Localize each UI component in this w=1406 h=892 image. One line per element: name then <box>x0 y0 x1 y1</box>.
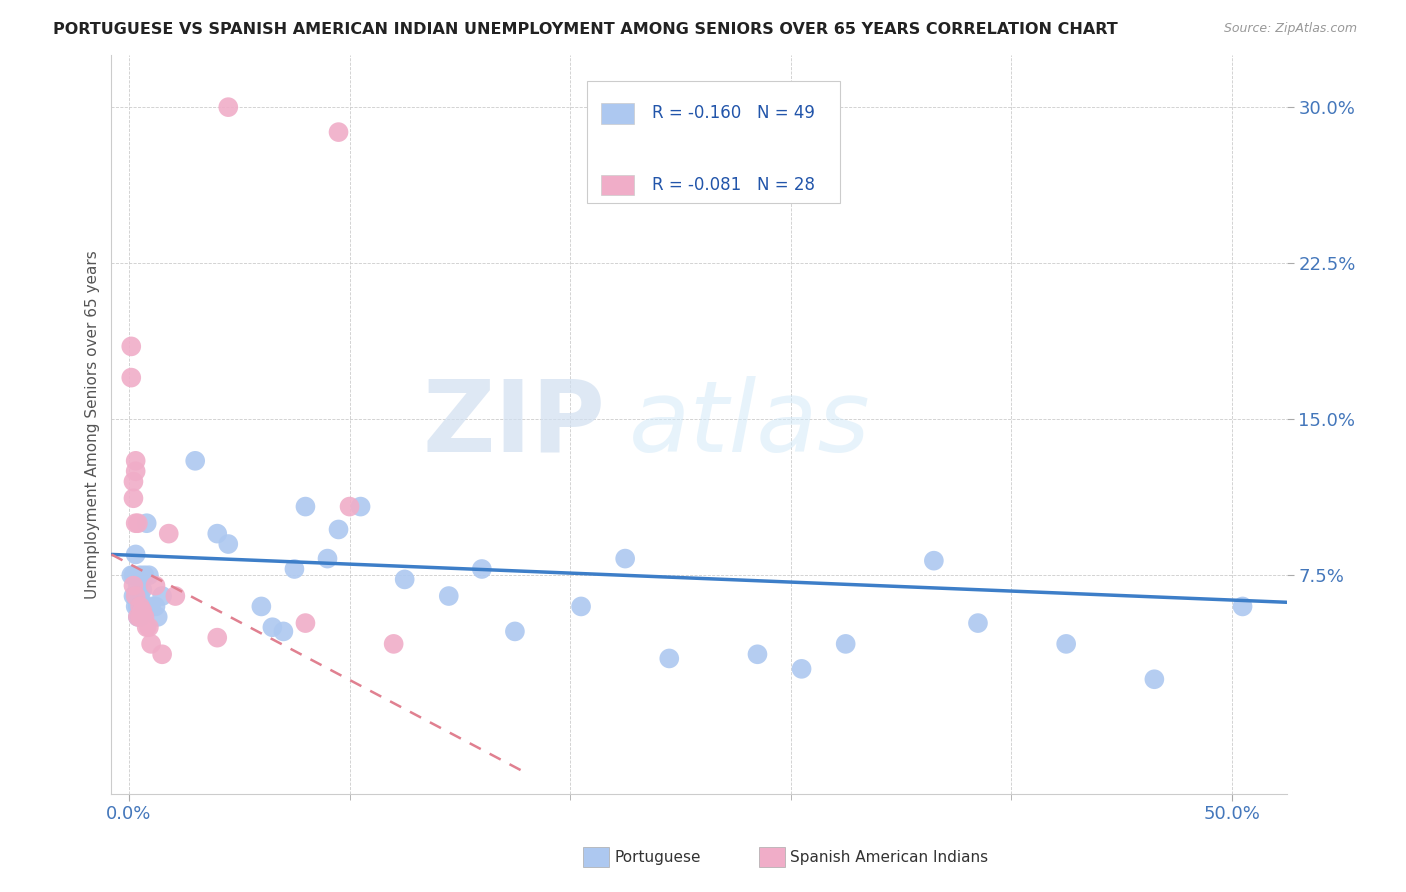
Text: Portuguese: Portuguese <box>614 850 702 864</box>
Point <box>747 648 769 662</box>
Point <box>124 454 146 468</box>
Point <box>262 620 284 634</box>
Point <box>294 500 316 514</box>
Point <box>250 599 273 614</box>
Point <box>127 516 149 531</box>
Point <box>122 491 145 506</box>
Point <box>328 125 350 139</box>
Point <box>569 599 592 614</box>
Text: R = -0.081   N = 28: R = -0.081 N = 28 <box>652 176 815 194</box>
Point <box>127 579 149 593</box>
Point <box>184 454 207 468</box>
Point <box>127 599 149 614</box>
Point <box>273 624 295 639</box>
Text: R = -0.160   N = 49: R = -0.160 N = 49 <box>652 104 815 122</box>
Point <box>138 568 160 582</box>
Point <box>207 631 229 645</box>
Point <box>382 637 405 651</box>
Bar <box>602 103 634 124</box>
Bar <box>602 175 634 195</box>
Point <box>283 562 305 576</box>
Point <box>124 516 146 531</box>
Point <box>127 610 149 624</box>
Point <box>135 516 157 531</box>
Point <box>157 526 180 541</box>
Point <box>1232 599 1254 614</box>
Point <box>129 599 152 614</box>
Point <box>124 548 146 562</box>
Text: atlas: atlas <box>628 376 870 473</box>
Point <box>658 651 681 665</box>
Point <box>129 610 152 624</box>
Point <box>131 599 153 614</box>
Point <box>503 624 526 639</box>
Point <box>131 582 153 597</box>
Text: PORTUGUESE VS SPANISH AMERICAN INDIAN UNEMPLOYMENT AMONG SENIORS OVER 65 YEARS C: PORTUGUESE VS SPANISH AMERICAN INDIAN UN… <box>53 22 1118 37</box>
Point <box>328 523 350 537</box>
Point <box>967 616 990 631</box>
Point <box>217 100 239 114</box>
Point <box>339 500 361 514</box>
Point <box>124 589 146 603</box>
Point <box>129 610 152 624</box>
Point <box>207 526 229 541</box>
Point <box>150 648 173 662</box>
Point <box>131 604 153 618</box>
Point <box>316 551 339 566</box>
Text: ZIP: ZIP <box>422 376 605 473</box>
Point <box>349 500 371 514</box>
Point <box>394 573 416 587</box>
Point <box>127 610 149 624</box>
Point <box>122 579 145 593</box>
Text: Spanish American Indians: Spanish American Indians <box>790 850 988 864</box>
Text: Source: ZipAtlas.com: Source: ZipAtlas.com <box>1223 22 1357 36</box>
Point <box>120 339 142 353</box>
Point <box>437 589 460 603</box>
Point <box>217 537 239 551</box>
Point <box>120 568 142 582</box>
Point <box>139 599 162 614</box>
Point <box>790 662 813 676</box>
Point <box>122 568 145 582</box>
Point <box>129 599 152 614</box>
Point <box>165 589 187 603</box>
Point <box>922 554 945 568</box>
Point <box>124 464 146 478</box>
Point <box>146 610 169 624</box>
Point <box>120 370 142 384</box>
Point <box>129 589 152 603</box>
Point <box>122 475 145 489</box>
Point <box>129 568 152 582</box>
Point <box>134 599 156 614</box>
Point <box>124 599 146 614</box>
Point <box>1054 637 1077 651</box>
Point <box>124 589 146 603</box>
Point <box>834 637 856 651</box>
Point <box>145 599 167 614</box>
Point <box>135 620 157 634</box>
Point <box>294 616 316 631</box>
Point <box>134 610 156 624</box>
Point <box>138 620 160 634</box>
Point <box>134 568 156 582</box>
Point <box>139 637 162 651</box>
FancyBboxPatch shape <box>588 81 839 202</box>
Point <box>150 589 173 603</box>
Point <box>1143 672 1166 686</box>
Point <box>471 562 494 576</box>
Y-axis label: Unemployment Among Seniors over 65 years: Unemployment Among Seniors over 65 years <box>86 250 100 599</box>
Point <box>145 579 167 593</box>
Point <box>614 551 637 566</box>
Point <box>122 589 145 603</box>
